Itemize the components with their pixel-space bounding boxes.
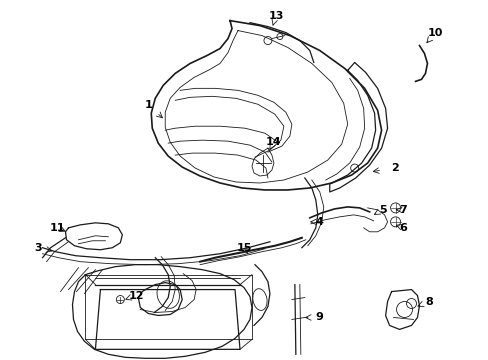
Text: 3: 3 — [35, 243, 42, 253]
Text: 7: 7 — [399, 205, 407, 215]
Text: 4: 4 — [315, 217, 323, 227]
Text: 8: 8 — [425, 297, 432, 306]
Text: 9: 9 — [315, 312, 323, 323]
Text: 15: 15 — [236, 243, 251, 253]
Text: 10: 10 — [427, 28, 442, 37]
Text: 2: 2 — [390, 163, 398, 173]
Text: 12: 12 — [128, 291, 144, 301]
Text: 11: 11 — [50, 223, 65, 233]
Text: 14: 14 — [265, 137, 281, 147]
Text: 5: 5 — [378, 205, 386, 215]
Text: 1: 1 — [144, 100, 152, 110]
Text: 6: 6 — [399, 223, 407, 233]
Text: 13: 13 — [268, 11, 283, 21]
